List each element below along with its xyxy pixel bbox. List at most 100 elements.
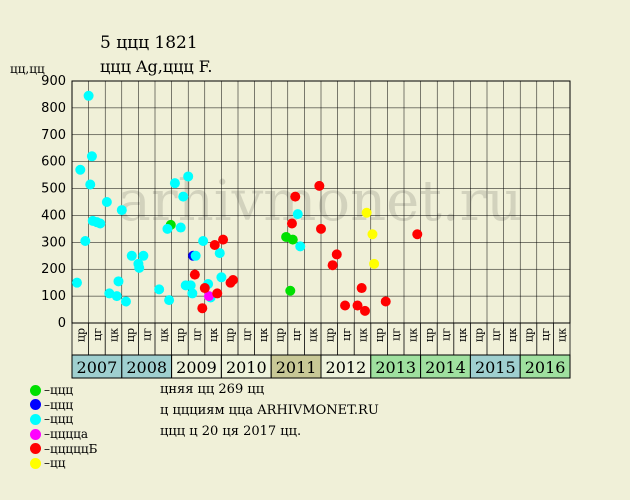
data-point [340, 300, 351, 311]
year-label: 2007 [77, 358, 118, 377]
data-point [214, 248, 225, 259]
x-tick-label: цг [191, 328, 204, 341]
data-point [164, 295, 175, 306]
legend-item: – цц [30, 456, 97, 471]
data-point [212, 288, 223, 299]
data-point [285, 285, 296, 296]
legend-label: ццц [50, 397, 74, 412]
chart-title: 5 ццц 1821 [100, 33, 198, 53]
data-point [356, 283, 367, 294]
data-point [80, 235, 91, 246]
legend-item: – цццццБ [30, 441, 97, 456]
data-point [287, 234, 298, 245]
year-label: 2012 [326, 358, 367, 377]
data-point [316, 223, 326, 234]
data-point [216, 272, 227, 283]
legend-label: цццццБ [50, 441, 98, 456]
data-point [199, 283, 210, 294]
data-point [290, 191, 301, 202]
x-tick-label: цг [539, 328, 552, 341]
data-point [138, 250, 149, 261]
data-point [71, 277, 82, 288]
x-tick-label: цр [523, 328, 536, 342]
data-point [352, 300, 363, 311]
x-tick-label: цр [323, 328, 336, 342]
legend-marker [30, 384, 41, 396]
data-point [154, 284, 165, 295]
y-axis-label: цц,цц [10, 62, 45, 76]
data-point [228, 274, 239, 285]
chart-subtitle: ццц Ag,ццц F. [100, 57, 213, 76]
data-point [286, 218, 297, 229]
legend-dash: – [44, 412, 50, 427]
data-point [120, 296, 131, 307]
y-tick-label: 600 [41, 155, 66, 170]
x-tick-label: цг [489, 328, 502, 341]
legend-marker [30, 428, 41, 440]
data-point [359, 305, 370, 316]
data-point [75, 164, 86, 175]
x-tick-label: цг [440, 328, 453, 341]
legend-label: ццц [50, 412, 74, 427]
data-point [412, 229, 423, 240]
data-point [314, 180, 325, 191]
x-tick-label: цр [274, 328, 287, 342]
note-line: ццц ц 20 ця 2017 цц. [160, 424, 302, 439]
legend-item: – ццц [30, 383, 97, 398]
y-axis-ticks: 0 100 200 300 400 500 600 700 800 900 [41, 74, 66, 331]
legend-dash: – [44, 441, 50, 456]
data-point [327, 260, 338, 271]
y-tick-label: 800 [41, 101, 66, 116]
data-point [203, 291, 214, 302]
x-tick-label: цк [108, 328, 121, 342]
data-point [295, 241, 306, 252]
data-point [116, 205, 127, 216]
year-label: 2015 [475, 358, 516, 377]
data-point [198, 235, 209, 246]
x-tick-label: цг [240, 328, 253, 341]
legend-dash: – [44, 397, 50, 412]
x-tick-label: цг [290, 328, 303, 341]
y-tick-label: 0 [58, 316, 66, 331]
year-label: 2010 [226, 358, 267, 377]
x-tick-label: цк [556, 328, 569, 342]
legend-label: цццца [50, 427, 89, 442]
legend-dash: – [44, 383, 50, 398]
data-point [169, 178, 180, 189]
x-tick-label: цг [340, 328, 353, 341]
data-point [187, 288, 198, 299]
legend-label: цц [50, 456, 66, 471]
y-tick-label: 700 [41, 128, 66, 143]
x-tick-label: цр [373, 328, 386, 342]
data-point [175, 222, 186, 233]
data-point [209, 240, 220, 251]
legend-marker [30, 457, 41, 469]
y-tick-label: 100 [41, 289, 66, 304]
year-label: 2014 [425, 358, 466, 377]
x-tick-label: цр [174, 328, 187, 342]
data-point [331, 249, 342, 260]
y-tick-label: 300 [41, 235, 66, 250]
data-point [190, 250, 201, 261]
x-axis: цр цг цк цр цг цк цр цг цк цр цг цк цр цг цк цр цг цк цр цг… [71, 323, 571, 379]
x-tick-label: цр [423, 328, 436, 342]
x-tick-label: цк [456, 328, 469, 342]
legend-marker [30, 399, 41, 411]
year-label: 2009 [176, 358, 217, 377]
note-line: цняя цц 269 цц [160, 382, 265, 397]
data-point [85, 179, 96, 190]
y-tick-label: 400 [41, 208, 66, 223]
x-tick-label: цк [506, 328, 519, 342]
legend-item: – ццц [30, 412, 97, 427]
data-point [134, 262, 145, 273]
x-tick-label: цр [124, 328, 137, 342]
year-label: 2008 [126, 358, 167, 377]
year-label: 2011 [276, 358, 317, 377]
x-tick-label: цк [406, 328, 419, 342]
legend-marker [30, 413, 41, 425]
legend-dash: – [44, 427, 50, 442]
data-point [83, 90, 94, 101]
data-point [367, 229, 378, 240]
note-line: ц ццциям цца ARHIVMONET.RU [160, 403, 379, 418]
